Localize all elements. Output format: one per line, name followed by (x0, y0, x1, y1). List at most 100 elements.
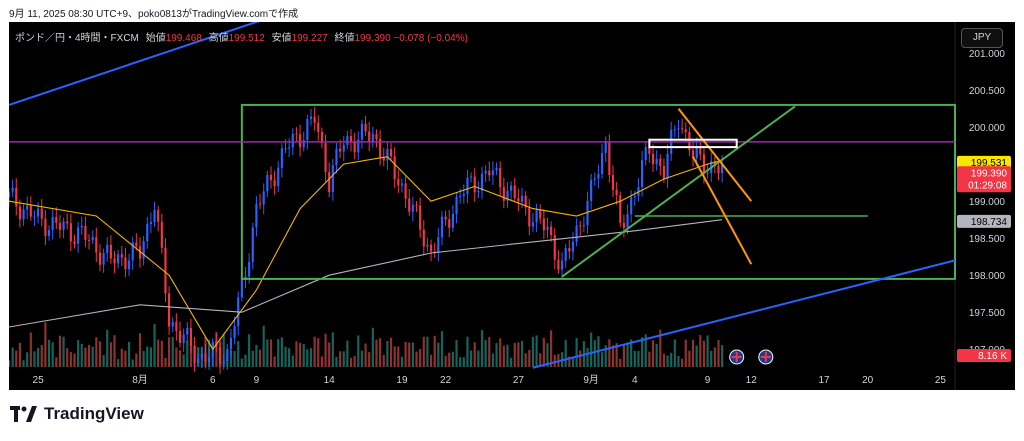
volume-bar (433, 335, 436, 367)
indicator-layer (9, 156, 723, 351)
volume-bar (717, 340, 720, 367)
chart-panel[interactable]: 201.000200.500200.000199.500199.000198.5… (9, 22, 1015, 390)
volume-bar (298, 342, 302, 367)
volume-bar (87, 344, 91, 367)
volume-bar (404, 342, 407, 367)
legend-high-label: 高値 (208, 33, 229, 44)
volume-bar (324, 333, 327, 367)
volume-bar (11, 347, 14, 367)
candle-body (422, 229, 425, 247)
volume-bar (368, 352, 371, 367)
volume-bar (473, 342, 476, 367)
candle-body (273, 180, 276, 187)
candle-body (255, 203, 258, 228)
volume-bar (651, 340, 655, 367)
volume-bar (611, 345, 615, 367)
candle-body (44, 218, 47, 237)
candle-body (466, 177, 469, 195)
candle-body (626, 214, 629, 228)
legend-open: 199.468 (165, 33, 202, 44)
x-tick-label-0: 25 (33, 375, 45, 386)
volume-bar (51, 342, 54, 367)
candle-body (706, 172, 709, 175)
volume-bar (117, 359, 120, 367)
candle-body (189, 327, 193, 346)
candle-body (673, 129, 676, 131)
volume-bar (331, 332, 334, 367)
candle-body (411, 204, 414, 212)
candle-body (178, 330, 182, 343)
candle-body (440, 216, 444, 238)
volume-bar (182, 354, 185, 367)
volume-bar (22, 360, 25, 367)
volume-bar (269, 339, 273, 367)
candle-body (386, 148, 389, 161)
volume-bar (102, 355, 105, 367)
brand[interactable]: TradingView (10, 404, 144, 424)
volume-bar (189, 343, 193, 367)
candle-body (40, 208, 43, 219)
chart-svg[interactable]: 201.000200.500200.000199.500199.000198.5… (9, 22, 1015, 390)
candle-body (560, 260, 564, 270)
candle-body (138, 246, 142, 259)
volume-bar (480, 330, 484, 367)
candle-body (491, 170, 495, 176)
candle-body (58, 222, 62, 230)
volume-bar (157, 339, 160, 367)
candle-body (615, 189, 618, 196)
candle-body (666, 153, 669, 179)
candle-body (208, 357, 211, 362)
volume-bar (389, 337, 393, 367)
candle-body (542, 218, 545, 231)
candle-body (389, 148, 393, 157)
candle-body (113, 258, 116, 264)
volume-bar (364, 343, 367, 367)
candle-body (604, 141, 607, 154)
volume-bar (713, 347, 716, 367)
volume-bar (160, 340, 163, 367)
candle-body (455, 196, 458, 214)
candle-body (33, 216, 36, 218)
volume-bar (66, 348, 69, 367)
price-label-2: 198.734 (971, 217, 1008, 228)
candle-body (73, 241, 76, 244)
volume-bar (251, 350, 254, 367)
x-tick-label-8: 9月 (583, 374, 599, 386)
volume-bar (659, 329, 662, 367)
candle-body (582, 225, 585, 227)
candle-body (109, 244, 112, 259)
sma-short-line (9, 156, 723, 351)
volume-bar (80, 343, 83, 367)
volume-label-bg (957, 349, 1011, 362)
volume-bar (124, 350, 127, 367)
candle-body (313, 116, 316, 123)
candle-body (77, 227, 80, 244)
candle-body (131, 242, 134, 261)
candle-body (295, 133, 298, 135)
volume-bar (135, 353, 138, 367)
candle-body (535, 210, 538, 223)
candle-body (317, 122, 320, 132)
candle-body (233, 325, 236, 338)
candle-body (320, 131, 323, 143)
candle-body (91, 237, 94, 241)
volume-bar (608, 339, 611, 367)
volume-bar (550, 330, 553, 367)
candle-body (488, 170, 491, 176)
volume-bar (553, 354, 556, 367)
candle-body (266, 174, 269, 192)
candle-body (415, 204, 418, 206)
price-label-0: 199.531 (971, 158, 1008, 169)
candle-body (575, 225, 578, 242)
y-tick-label-4: 199.000 (969, 197, 1006, 208)
volume-bar (455, 340, 458, 367)
currency-button[interactable]: JPY (961, 28, 1003, 48)
candle-body (651, 153, 655, 165)
candle-body (510, 185, 513, 191)
candle-body (408, 198, 411, 212)
volume-bar (615, 343, 618, 367)
volume-bar (520, 340, 524, 367)
volume-bar (630, 339, 633, 367)
candle-body (26, 205, 29, 210)
candle-body (244, 276, 247, 279)
